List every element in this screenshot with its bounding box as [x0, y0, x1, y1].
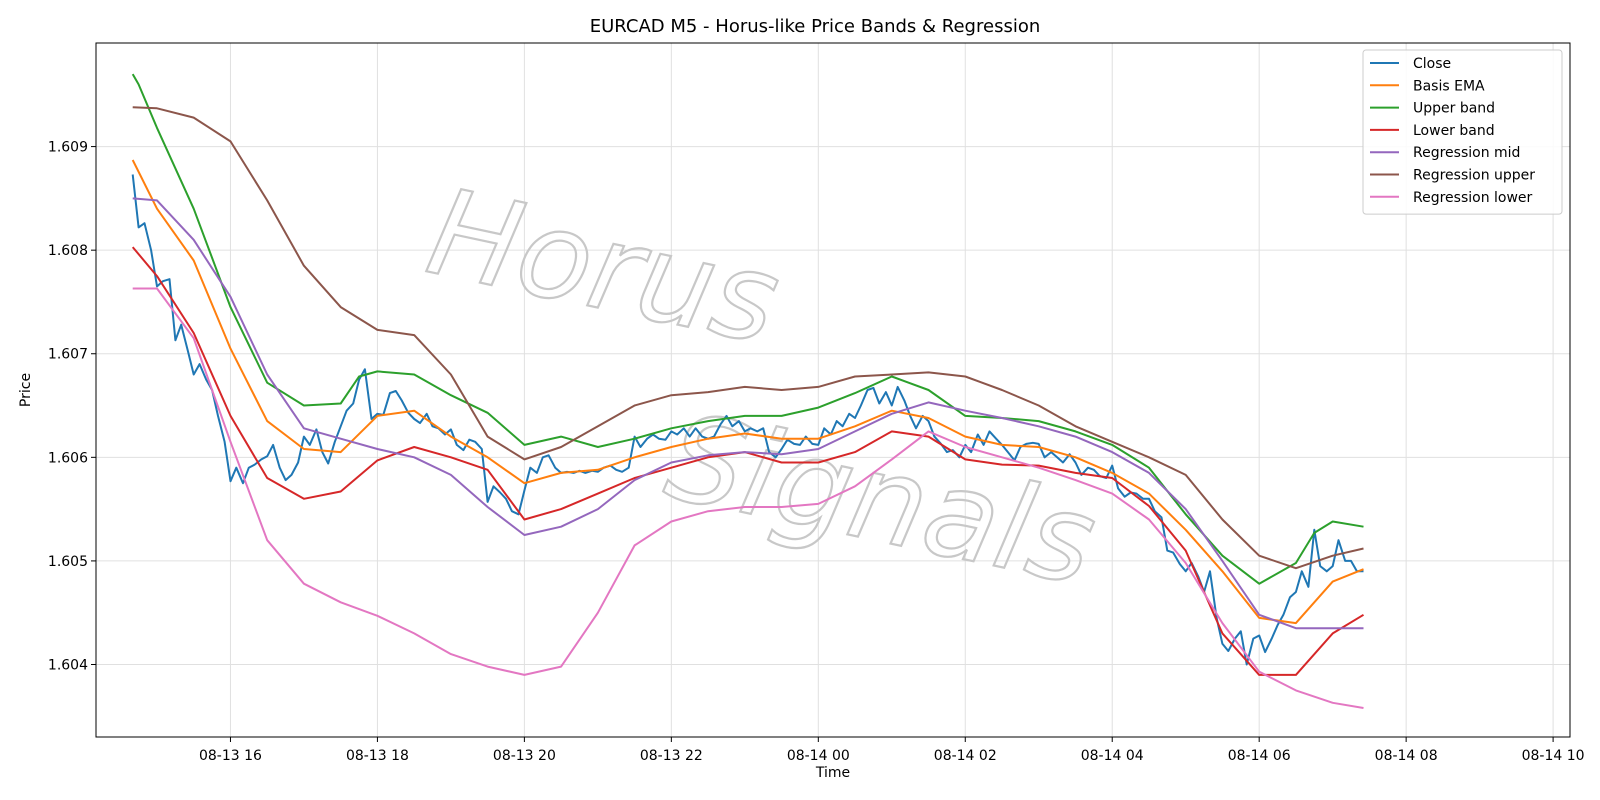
series-line-upper-band — [131, 73, 1364, 585]
x-tick-label: 08-14 02 — [934, 748, 997, 764]
x-tick-label: 08-13 22 — [640, 748, 703, 764]
y-tick-label: 1.607 — [48, 347, 88, 363]
y-tick-label: 1.608 — [48, 243, 88, 259]
x-tick-label: 08-14 10 — [1522, 748, 1585, 764]
y-tick-label: 1.606 — [48, 450, 88, 466]
series-line-close — [131, 174, 1364, 666]
x-axis: 08-13 16 08-13 18 08-13 20 08-13 22 08-14 00… — [199, 737, 1585, 764]
y-tick-label: 1.604 — [48, 657, 88, 673]
series-line-basis-ema — [131, 159, 1364, 625]
legend-label-regression-mid: Regression mid — [1413, 145, 1520, 161]
x-tick-label: 08-14 04 — [1081, 748, 1144, 764]
chart-title: EURCAD M5 - Horus-like Price Bands & Reg… — [590, 16, 1041, 37]
y-tick-label: 1.605 — [48, 554, 88, 570]
legend-label-basis-ema: Basis EMA — [1413, 78, 1485, 94]
x-tick-label: 08-13 18 — [346, 748, 409, 764]
series-lines — [131, 73, 1365, 709]
legend-label-close: Close — [1413, 56, 1451, 72]
legend-label-upper-band: Upper band — [1413, 101, 1495, 117]
y-tick-label: 1.609 — [48, 140, 88, 156]
series-line-regression-mid — [132, 197, 1364, 630]
x-tick-label: 08-14 06 — [1228, 748, 1291, 764]
x-axis-label: Time — [815, 765, 850, 781]
series-line-regression-upper — [132, 106, 1364, 570]
legend-box — [1362, 49, 1563, 215]
x-tick-label: 08-13 20 — [493, 748, 556, 764]
legend-label-lower-band: Lower band — [1413, 123, 1495, 139]
y-axis: 1.604 1.605 1.606 1.607 1.608 1.609 — [48, 140, 96, 673]
series-line-regression-lower — [132, 287, 1364, 709]
legend-label-regression-upper: Regression upper — [1413, 168, 1535, 184]
x-tick-label: 08-14 08 — [1375, 748, 1438, 764]
plot-frame — [95, 42, 1571, 738]
legend: Close Basis EMA Upper band Lower band Regres… — [1362, 49, 1563, 215]
y-axis-label: Price — [18, 373, 34, 407]
legend-label-regression-lower: Regression lower — [1413, 190, 1533, 206]
x-tick-label: 08-13 16 — [199, 748, 262, 764]
x-tick-label: 08-14 00 — [787, 748, 850, 764]
